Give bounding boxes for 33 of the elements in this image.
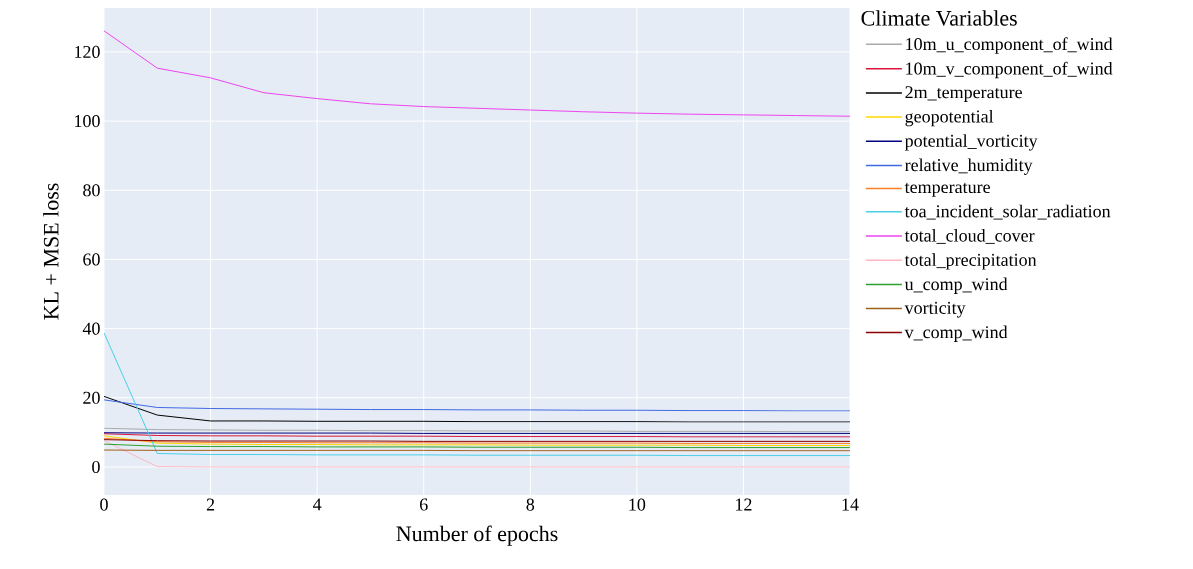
y-tick-label: 0 xyxy=(92,460,100,474)
legend-label: total_cloud_cover xyxy=(904,229,1035,244)
x-tick-label: 8 xyxy=(526,498,535,511)
x-axis-title: Number of epochs xyxy=(396,525,558,546)
legend-label: vorticity xyxy=(904,301,966,318)
legend-label: geopotential xyxy=(905,109,994,127)
line-series xyxy=(104,399,850,412)
y-tick-label: 80 xyxy=(83,184,100,197)
legend-label: temperature xyxy=(904,182,990,197)
legend-label: relative_humidity xyxy=(904,158,1033,175)
y-tick-label: 120 xyxy=(75,45,100,58)
y-tick-label: 100 xyxy=(75,115,100,128)
legend-label: 10m_v_component_of_wind xyxy=(906,61,1113,79)
legend-label: 10m_u_component_of_wind xyxy=(906,37,1113,54)
legend-label: total_precipitation xyxy=(904,253,1037,270)
y-axis-title: KL + MSE loss xyxy=(43,183,59,320)
legend-label: v_comp_wind xyxy=(904,325,1008,342)
x-tick-label: 10 xyxy=(629,498,646,511)
y-tick-label: 40 xyxy=(82,322,100,335)
legend-label: u_comp_wind xyxy=(904,277,1008,294)
y-tick-label: 60 xyxy=(83,253,100,266)
legend-label: toa_incident_solar_radiation xyxy=(904,204,1111,220)
legend-label: 2m_temperature xyxy=(905,86,1022,102)
x-tick-label: 0 xyxy=(100,498,108,511)
y-tick-label: 20 xyxy=(83,391,100,404)
x-tick-label: 2 xyxy=(206,498,215,511)
x-tick-label: 6 xyxy=(419,498,428,511)
x-tick-label: 14 xyxy=(842,498,859,511)
legend-label: potential_vorticity xyxy=(904,134,1038,151)
legend-title: Climate Variables xyxy=(861,10,1017,26)
x-tick-label: 4 xyxy=(313,498,322,511)
x-tick-label: 12 xyxy=(736,498,752,511)
line-series xyxy=(104,30,850,117)
